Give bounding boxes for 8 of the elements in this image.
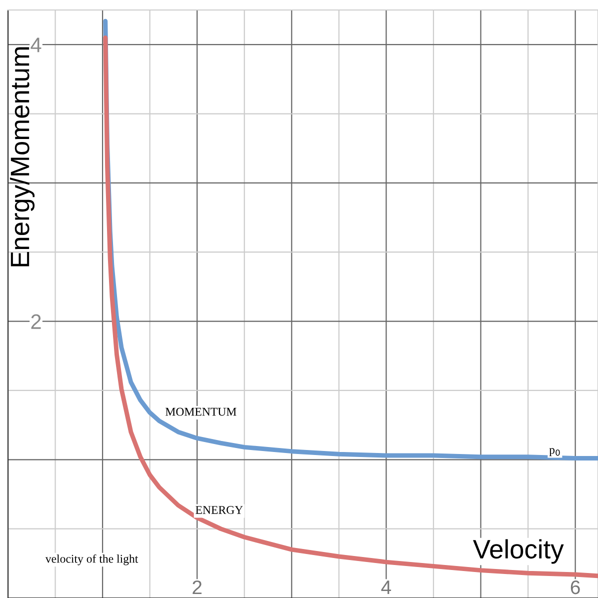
x-tick-label: 2 (192, 580, 202, 594)
x-axis-title: Velocity (472, 539, 564, 564)
annotation: p$_{0}$ (549, 448, 560, 456)
annotation: ENERGY (196, 506, 243, 514)
x-tick-label: 6 (570, 580, 580, 594)
annotation: velocity of the light (45, 554, 138, 566)
x-tick-label: 4 (381, 580, 392, 594)
annotation: MOMENTUM (166, 408, 236, 416)
